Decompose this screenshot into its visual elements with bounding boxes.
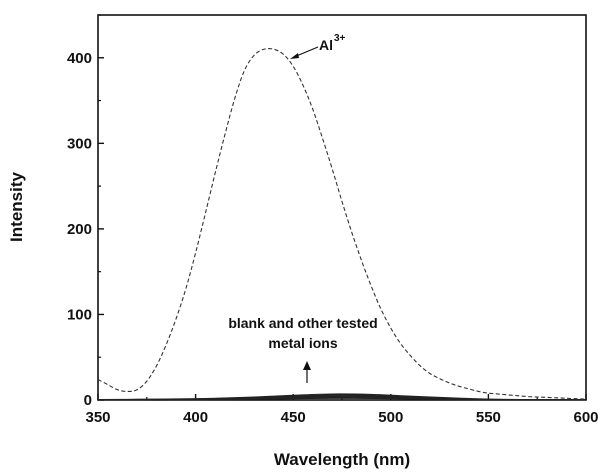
- al3-annotation-superscript: 3+: [334, 33, 346, 44]
- y-axis-title: Intensity: [7, 172, 26, 242]
- y-tick-label: 200: [67, 221, 92, 238]
- x-ticks: 350 400 450 500 550 600: [85, 394, 599, 426]
- x-tick-label: 450: [281, 409, 306, 426]
- x-tick-label: 600: [573, 409, 598, 426]
- x-axis-title: Wavelength (nm): [274, 450, 410, 469]
- x-tick-label: 350: [85, 409, 110, 426]
- al3-series-line: [97, 47, 587, 400]
- x-tick-label: 500: [378, 409, 403, 426]
- x-tick-label: 400: [183, 409, 208, 426]
- x-tick-label: 550: [476, 409, 501, 426]
- baseline-annotation-line2: metal ions: [268, 335, 337, 351]
- plot-frame: [97, 14, 587, 401]
- baseline-annotation-line1: blank and other tested: [228, 315, 377, 331]
- y-ticks: 0 100 200 300 400: [67, 14, 104, 409]
- y-tick-label: 300: [67, 135, 92, 152]
- y-tick-label: 0: [84, 392, 92, 409]
- al3-annotation-label: Al: [319, 37, 333, 53]
- baseline-annotation-arrowhead: [303, 361, 311, 370]
- y-tick-label: 400: [67, 50, 92, 67]
- y-tick-label: 100: [67, 306, 92, 323]
- background-series-group: [97, 393, 587, 401]
- background-series-line: [97, 393, 587, 401]
- al3-annotation-arrowhead: [290, 53, 299, 59]
